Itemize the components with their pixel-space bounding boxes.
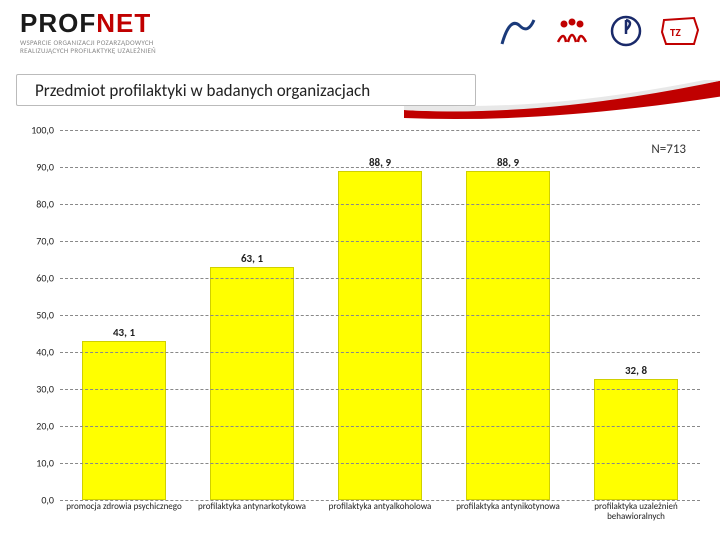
bar: 88, 9 [338, 171, 422, 500]
bar: 32, 8 [594, 379, 678, 500]
title-bar: Przedmiot profilaktyki w badanych organi… [16, 74, 704, 110]
gridline [60, 315, 700, 316]
y-tick-label: 30,0 [20, 383, 54, 396]
gridline [60, 167, 700, 168]
logo-text: PROFNET [20, 8, 156, 39]
x-axis-label: profilaktyka antynikotynowa [444, 500, 572, 528]
bar: 63, 1 [210, 267, 294, 500]
y-tick-label: 70,0 [20, 235, 54, 248]
y-tick-label: 10,0 [20, 457, 54, 470]
logo-subtitle-2: REALIZUJĄCYCH PROFILAKTYKĘ UZALEŻNIEŃ [20, 47, 156, 55]
bar-value-label: 32, 8 [625, 364, 647, 377]
x-axis-label: promocja zdrowia psychicznego [60, 500, 188, 528]
gridline [60, 130, 700, 131]
x-axis-label: profilaktyka antyalkoholowa [316, 500, 444, 528]
gridline [60, 389, 700, 390]
partner-logo-3 [606, 14, 646, 48]
plot-area: 43, 163, 188, 988, 932, 8 0,010,020,030,… [60, 130, 700, 500]
partner-logo-2 [552, 14, 592, 48]
svg-text:TZ: TZ [670, 26, 681, 39]
gridline [60, 278, 700, 279]
logo-part-2: NET [96, 8, 151, 38]
gridline [60, 426, 700, 427]
bar-chart: 43, 1 63, 1 88, 9 88, 9 32, 8 0,0 10,0 20,0 30,… [20, 130, 700, 528]
gridline [60, 204, 700, 205]
bar: 88, 9 [466, 171, 550, 500]
x-axis-label: profilaktyka uzależnień behawioralnych [572, 500, 700, 528]
y-tick-label: 60,0 [20, 272, 54, 285]
partner-logos: TZ [498, 14, 700, 48]
y-tick-label: 90,0 [20, 161, 54, 174]
y-tick-label: 50,0 [20, 309, 54, 322]
y-tick-label: 80,0 [20, 198, 54, 211]
y-tick-label: 20,0 [20, 420, 54, 433]
y-tick-label: 40,0 [20, 346, 54, 359]
y-tick-label: 0,0 [20, 494, 54, 507]
header: PROFNET WSPARCIE ORGANIZACJI POZARZĄDOWY… [0, 0, 720, 70]
partner-logo-1 [498, 14, 538, 48]
y-tick-label: 100,0 [20, 124, 54, 137]
logo-part-1: PROF [20, 8, 96, 38]
gridline [60, 463, 700, 464]
bar-value-label: 43, 1 [113, 326, 135, 339]
bar-value-label: 63, 1 [241, 252, 263, 265]
x-axis-label: profilaktyka antynarkotykowa [188, 500, 316, 528]
partner-logo-4: TZ [660, 14, 700, 48]
n-badge: N=713 [647, 142, 690, 157]
gridline [60, 352, 700, 353]
bar: 43, 1 [82, 341, 166, 500]
x-axis-labels: promocja zdrowia psychicznegoprofilaktyk… [60, 500, 700, 528]
logo: PROFNET WSPARCIE ORGANIZACJI POZARZĄDOWY… [20, 8, 156, 54]
gridline [60, 241, 700, 242]
slide-title: Przedmiot profilaktyki w badanych organi… [16, 74, 476, 106]
